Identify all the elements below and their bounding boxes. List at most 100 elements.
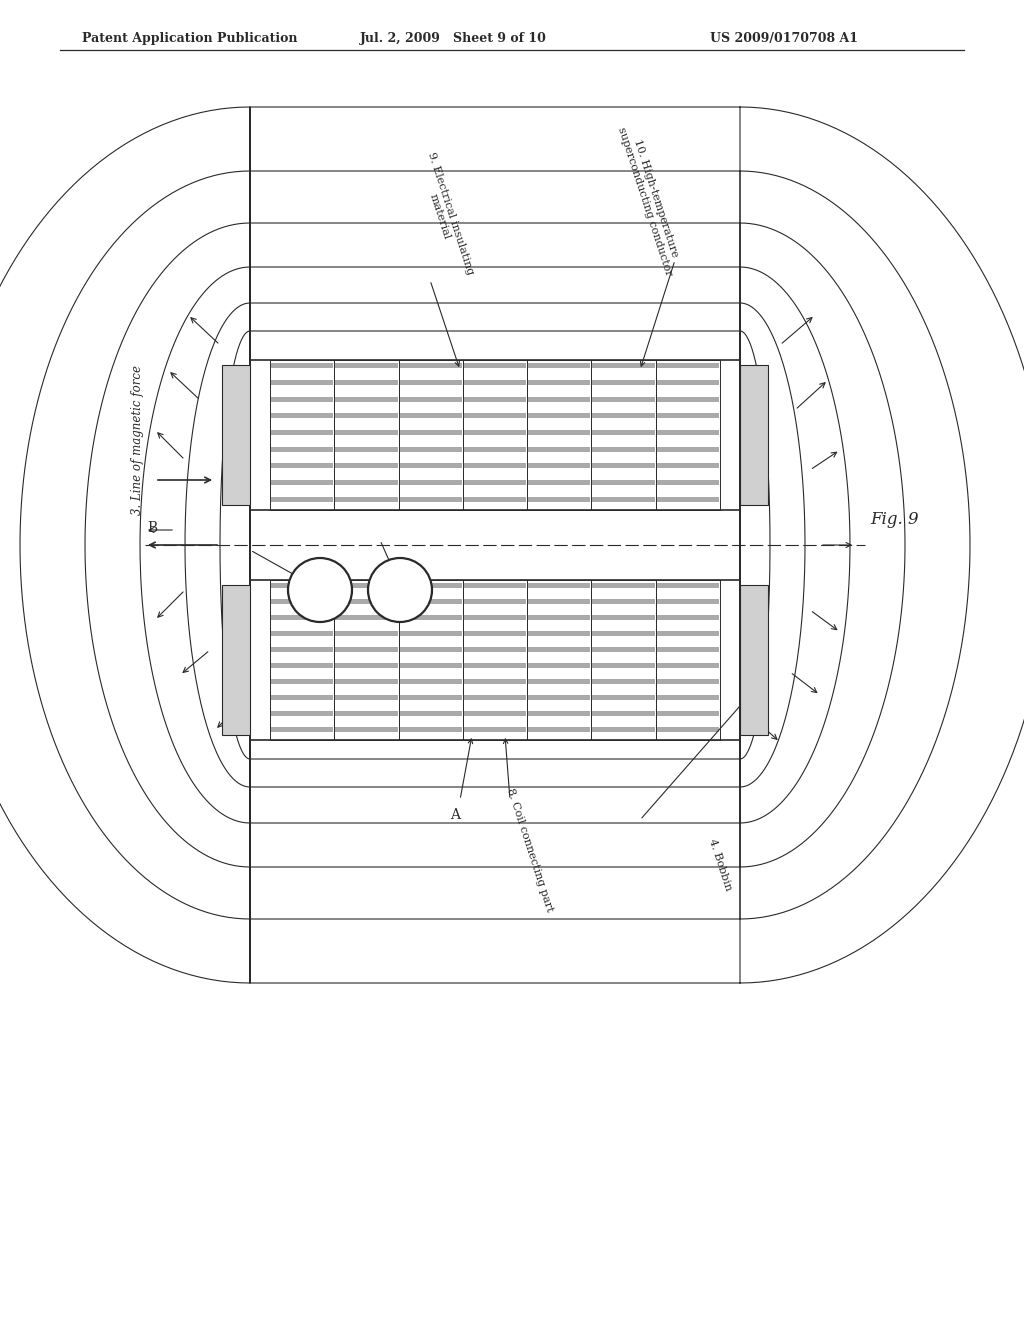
Bar	[656, 397, 719, 401]
Bar	[399, 397, 462, 401]
Bar	[271, 583, 333, 587]
Bar	[399, 430, 462, 436]
Bar	[656, 583, 719, 587]
Bar	[464, 430, 526, 436]
Bar	[464, 727, 526, 733]
Bar	[399, 599, 462, 605]
Bar	[335, 711, 397, 715]
Bar	[335, 413, 397, 418]
Bar	[464, 663, 526, 668]
Bar	[335, 647, 397, 652]
Text: Patent Application Publication: Patent Application Publication	[82, 32, 298, 45]
Bar	[271, 663, 333, 668]
Bar	[271, 363, 333, 368]
Bar	[250, 360, 740, 510]
Bar	[656, 631, 719, 636]
Bar	[271, 599, 333, 605]
Bar	[335, 446, 397, 451]
Bar	[593, 363, 654, 368]
Bar	[528, 647, 591, 652]
Bar	[335, 430, 397, 436]
Bar	[271, 711, 333, 715]
Bar	[335, 599, 397, 605]
Bar	[528, 615, 591, 620]
Bar	[593, 599, 654, 605]
Bar	[528, 583, 591, 587]
Bar	[656, 446, 719, 451]
Bar	[335, 727, 397, 733]
Bar	[593, 696, 654, 700]
Bar	[656, 615, 719, 620]
Bar	[593, 480, 654, 484]
Bar	[527, 360, 592, 510]
Bar	[528, 397, 591, 401]
Bar	[593, 583, 654, 587]
Bar	[271, 430, 333, 436]
Bar	[740, 585, 768, 735]
Bar	[271, 647, 333, 652]
Bar	[593, 496, 654, 502]
Circle shape	[368, 558, 432, 622]
Bar	[528, 480, 591, 484]
Bar	[593, 711, 654, 715]
Bar	[222, 585, 250, 735]
Bar	[335, 696, 397, 700]
Bar	[656, 496, 719, 502]
Text: A: A	[450, 808, 460, 822]
Bar	[593, 615, 654, 620]
Bar	[528, 430, 591, 436]
Bar	[399, 631, 462, 636]
Bar	[528, 463, 591, 469]
Bar	[655, 579, 720, 741]
Bar	[464, 463, 526, 469]
Bar	[593, 397, 654, 401]
Bar	[250, 579, 740, 741]
Bar	[335, 397, 397, 401]
Bar	[593, 680, 654, 684]
Bar	[464, 583, 526, 587]
Bar	[271, 397, 333, 401]
Bar	[464, 446, 526, 451]
Bar	[399, 711, 462, 715]
Bar	[593, 727, 654, 733]
Bar	[528, 663, 591, 668]
Bar	[528, 380, 591, 385]
Bar	[528, 363, 591, 368]
Bar	[528, 599, 591, 605]
Bar	[656, 480, 719, 484]
Bar	[592, 579, 655, 741]
Bar	[527, 579, 592, 741]
Bar	[270, 360, 334, 510]
Bar	[399, 615, 462, 620]
Bar	[271, 446, 333, 451]
Bar	[528, 727, 591, 733]
Bar	[656, 647, 719, 652]
Bar	[528, 413, 591, 418]
Bar	[399, 727, 462, 733]
Bar	[464, 599, 526, 605]
Bar	[464, 363, 526, 368]
Text: Fig. 9: Fig. 9	[870, 511, 919, 528]
Bar	[656, 380, 719, 385]
Text: Jul. 2, 2009   Sheet 9 of 10: Jul. 2, 2009 Sheet 9 of 10	[360, 32, 547, 45]
Bar	[335, 363, 397, 368]
Bar	[464, 413, 526, 418]
Bar	[528, 446, 591, 451]
Bar	[398, 579, 463, 741]
Bar	[398, 360, 463, 510]
Bar	[593, 463, 654, 469]
Text: 3. Line of magnetic force: 3. Line of magnetic force	[131, 366, 144, 515]
Bar	[399, 680, 462, 684]
Bar	[593, 380, 654, 385]
Bar	[463, 360, 527, 510]
Bar	[593, 413, 654, 418]
Bar	[592, 360, 655, 510]
Bar	[335, 496, 397, 502]
Bar	[464, 480, 526, 484]
Bar	[656, 696, 719, 700]
Bar	[464, 615, 526, 620]
Bar	[399, 583, 462, 587]
Bar	[656, 413, 719, 418]
Bar	[463, 579, 527, 741]
Bar	[270, 579, 334, 741]
